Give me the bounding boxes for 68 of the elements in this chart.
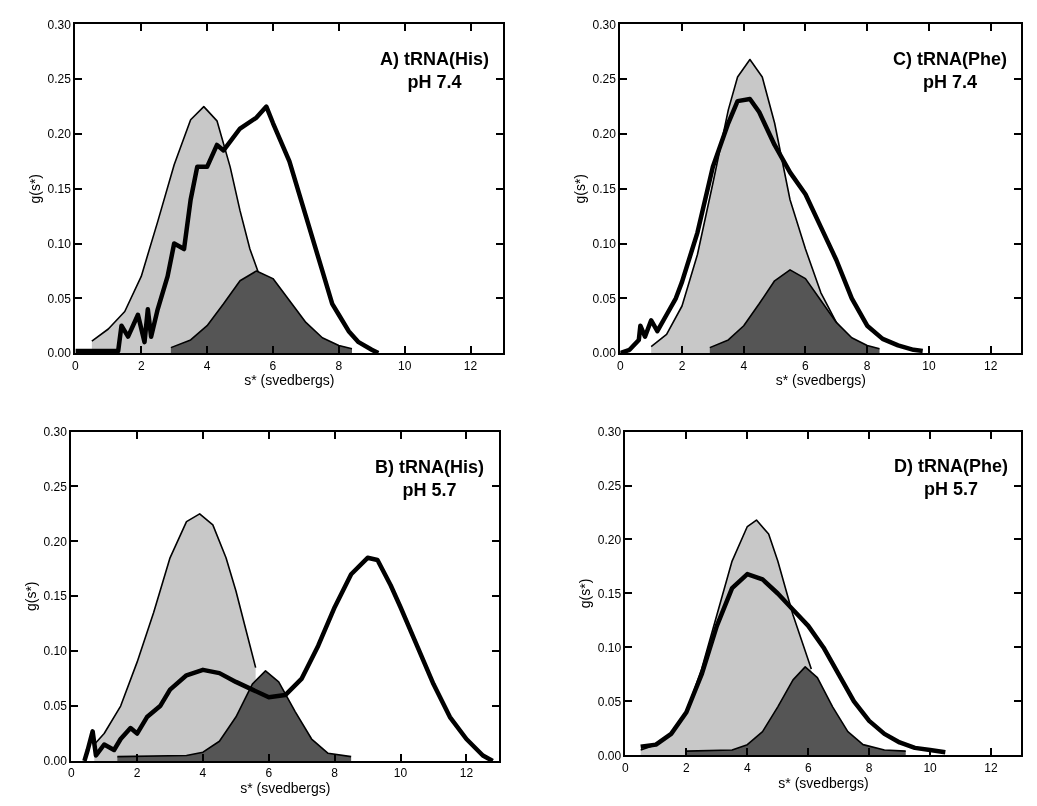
y-axis-title: g(s*) — [571, 173, 588, 204]
y-tick-label: 0.25 — [592, 72, 617, 87]
y-axis-title: g(s*) — [576, 578, 593, 609]
y-tick-label: 0.10 — [592, 236, 617, 251]
x-tick-label: 4 — [740, 358, 748, 373]
y-tick-label: 0.05 — [592, 291, 617, 306]
x-tick-label: 2 — [137, 358, 145, 373]
y-tick-label: 0.25 — [597, 478, 622, 493]
y-tick-label: 0.15 — [597, 586, 622, 601]
x-tick-label: 0 — [616, 358, 624, 373]
y-tick-label: 0.20 — [592, 127, 617, 142]
x-tick-label: 8 — [331, 766, 339, 781]
x-tick-label: 2 — [678, 358, 686, 373]
y-tick-label: 0.30 — [43, 424, 68, 439]
x-tick-label: 12 — [984, 760, 999, 775]
x-axis-title: s* (svedbergs) — [240, 780, 331, 797]
x-tick-label: 0 — [622, 760, 630, 775]
x-tick-label: 6 — [802, 358, 810, 373]
x-axis-title: s* (svedbergs) — [244, 372, 335, 389]
x-tick-label: 10 — [922, 358, 936, 373]
text: C) tRNA(Phe) pH 7.4 — [893, 49, 1007, 93]
y-tick-label: 0.30 — [597, 424, 622, 439]
y-tick-label: 0.00 — [47, 346, 72, 361]
x-tick-label: 2 — [133, 766, 141, 781]
x-tick-label: 12 — [459, 766, 474, 781]
text: A) tRNA(His) pH 7.4 — [380, 49, 489, 93]
x-axis-title: s* (svedbergs) — [778, 774, 869, 791]
x-tick-label: 8 — [863, 358, 871, 373]
y-axis-title: g(s*) — [26, 173, 43, 204]
x-tick-label: 6 — [265, 766, 273, 781]
y-tick-label: 0.20 — [47, 127, 72, 142]
y-tick-label: 0.30 — [592, 17, 617, 32]
y-tick-label: 0.05 — [597, 694, 622, 709]
y-tick-label: 0.15 — [592, 181, 617, 196]
x-tick-label: 4 — [199, 766, 207, 781]
y-tick-label: 0.20 — [597, 532, 622, 547]
x-tick-label: 6 — [804, 760, 812, 775]
x-tick-label: 10 — [393, 766, 408, 781]
y-tick-label: 0.05 — [43, 699, 68, 714]
y-tick-label: 0.25 — [47, 72, 72, 87]
y-tick-label: 0.00 — [43, 754, 68, 769]
x-tick-label: 0 — [72, 358, 80, 373]
y-tick-label: 0.00 — [597, 748, 622, 763]
x-tick-label: 10 — [923, 760, 938, 775]
y-tick-label: 0.15 — [47, 181, 72, 196]
y-tick-label: 0.30 — [47, 17, 72, 32]
y-tick-label: 0.10 — [43, 644, 68, 659]
x-tick-label: 4 — [743, 760, 751, 775]
y-tick-label: 0.20 — [43, 534, 68, 549]
x-tick-label: 10 — [397, 358, 412, 373]
y-tick-label: 0.00 — [592, 346, 617, 361]
y-axis-title: g(s*) — [22, 581, 39, 612]
x-tick-label: 2 — [683, 760, 691, 775]
x-tick-label: 8 — [335, 358, 343, 373]
x-tick-label: 12 — [983, 358, 998, 373]
y-tick-label: 0.25 — [43, 479, 68, 494]
x-tick-label: 4 — [203, 358, 211, 373]
y-tick-label: 0.05 — [47, 291, 72, 306]
y-tick-label: 0.15 — [43, 589, 68, 604]
text: B) tRNA(His) pH 5.7 — [375, 457, 484, 501]
x-axis-title: s* (svedbergs) — [775, 372, 867, 389]
x-tick-label: 8 — [865, 760, 873, 775]
x-tick-label: 6 — [269, 358, 277, 373]
y-tick-label: 0.10 — [47, 236, 72, 251]
y-tick-label: 0.10 — [597, 640, 622, 655]
text: D) tRNA(Phe) pH 5.7 — [894, 456, 1008, 500]
x-tick-label: 12 — [463, 358, 478, 373]
x-tick-label: 0 — [67, 766, 75, 781]
